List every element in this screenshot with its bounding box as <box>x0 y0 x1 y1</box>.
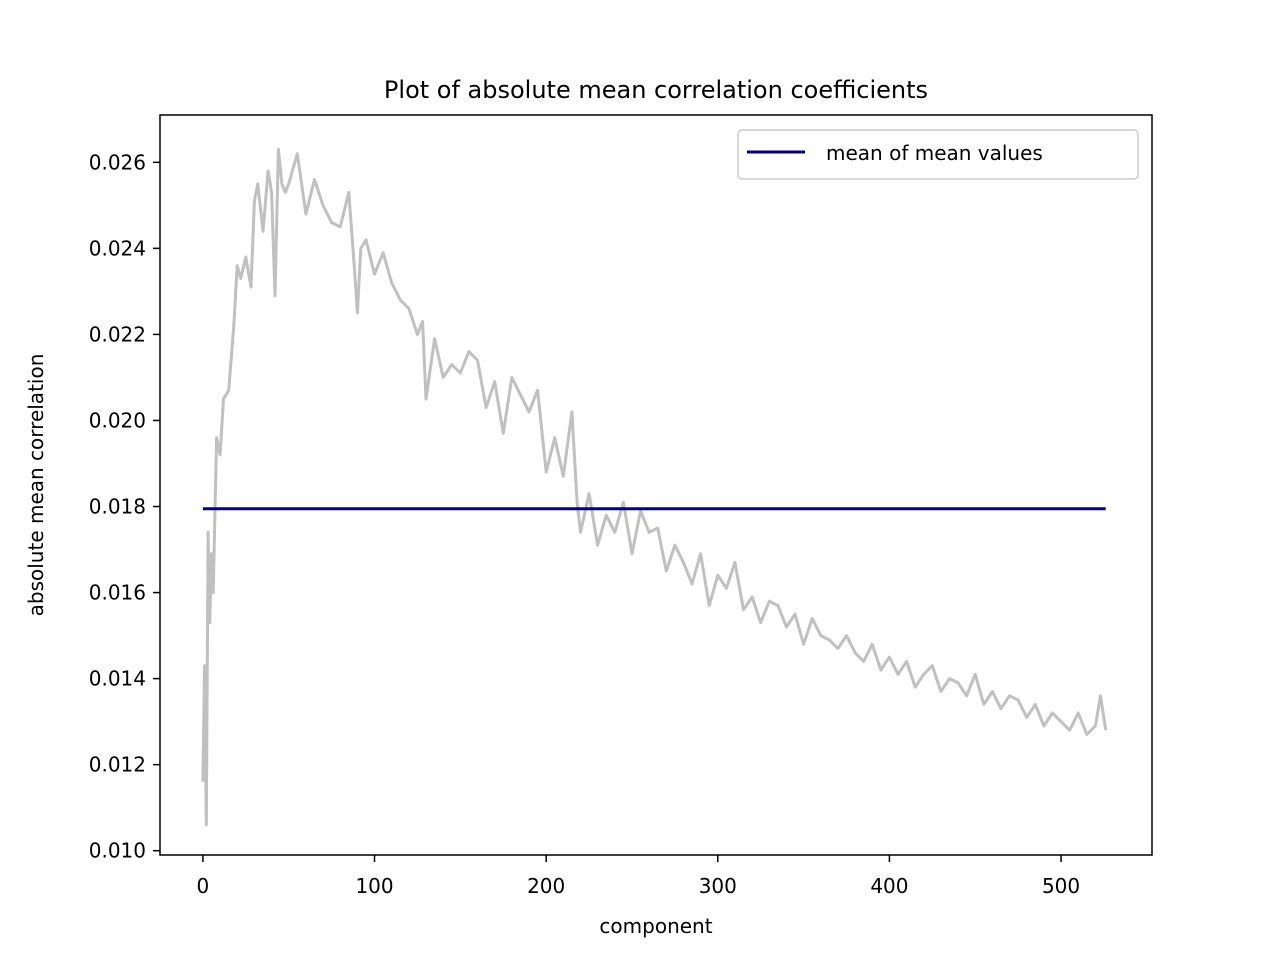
x-tick-label: 400 <box>870 874 908 898</box>
y-tick-label: 0.016 <box>89 581 146 605</box>
legend: mean of mean values <box>737 129 1139 180</box>
x-axis-label: component <box>599 914 712 938</box>
x-tick-label: 200 <box>527 874 565 898</box>
x-axis: 0 100 200 300 400 500 <box>197 855 1080 898</box>
y-axis-label: absolute mean correlation <box>24 354 48 617</box>
x-tick-label: 100 <box>355 874 393 898</box>
y-tick-label: 0.020 <box>89 408 146 432</box>
x-tick-label: 0 <box>197 874 210 898</box>
y-axis: 0.010 0.012 0.014 0.016 0.018 0.020 0.022 0.024… <box>89 150 160 863</box>
y-tick-label: 0.010 <box>89 839 146 863</box>
y-tick-label: 0.012 <box>89 753 146 777</box>
y-tick-label: 0.022 <box>89 322 146 346</box>
chart-title: Plot of absolute mean correlation coeffi… <box>384 76 928 104</box>
y-tick-label: 0.014 <box>89 667 146 691</box>
x-tick-label: 500 <box>1042 874 1080 898</box>
legend-label: mean of mean values <box>826 141 1043 165</box>
y-tick-label: 0.018 <box>89 495 146 519</box>
series-line-correlation <box>201 147 1108 827</box>
y-tick-label: 0.026 <box>89 150 146 174</box>
axes-frame <box>159 114 1153 856</box>
y-tick-label: 0.024 <box>89 236 146 260</box>
legend-box <box>737 129 1139 180</box>
x-tick-label: 300 <box>699 874 737 898</box>
plot-area <box>201 147 1108 827</box>
